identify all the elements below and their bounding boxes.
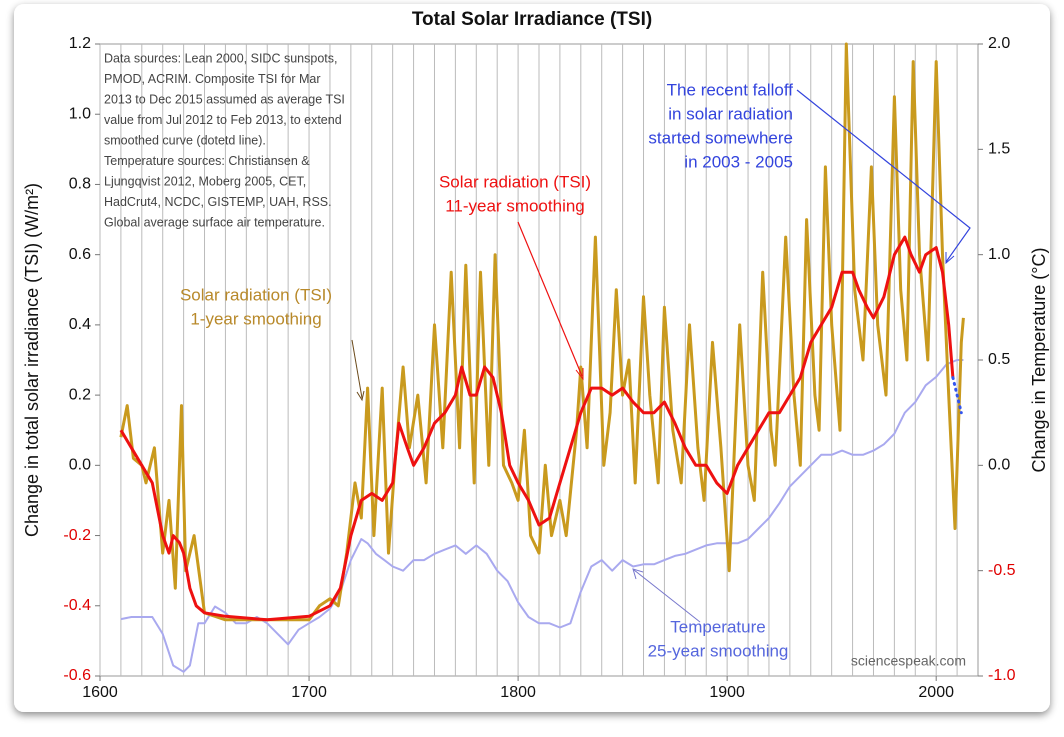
arrow	[517, 221, 583, 377]
watermark: sciencespeak.com	[851, 653, 966, 669]
y2-tick-label: -0.5	[988, 562, 1016, 579]
sources-note: Global average surface air temperature.	[104, 215, 325, 229]
x-tick-label: 1800	[500, 684, 536, 701]
y-tick-label: 0.4	[69, 316, 91, 333]
y2-tick-label: -1.0	[988, 667, 1016, 684]
sources-note: HadCrut4, NCDC, GISTEMP, UAH, RSS.	[104, 195, 332, 209]
y-tick-label: 0.0	[69, 457, 91, 474]
annotation: 25-year smoothing	[648, 641, 789, 660]
annotation: 1-year smoothing	[190, 309, 321, 328]
sources-note: Ljungqvist 2012, Moberg 2005, CET,	[104, 174, 306, 188]
annotation: The recent falloff	[667, 80, 794, 99]
sources-note: Temperature sources: Christiansen &	[104, 154, 310, 168]
annotation: started somewhere	[648, 128, 793, 147]
y-tick-label: 0.8	[69, 176, 91, 193]
annotation: 11-year smoothing	[445, 196, 585, 215]
y-tick-label: 1.2	[69, 35, 91, 52]
x-tick-label: 2000	[918, 684, 954, 701]
y-tick-label: -0.2	[63, 527, 91, 544]
y2-axis-title: Change in Temperature (°C)	[1029, 248, 1049, 473]
y-tick-label: 0.2	[69, 386, 91, 403]
series-line	[951, 376, 963, 415]
series-line	[119, 235, 955, 622]
y2-tick-label: 0.0	[988, 457, 1010, 474]
chart-title: Total Solar Irradiance (TSI)	[412, 9, 652, 30]
arrow-head	[945, 252, 955, 265]
y-tick-label: 1.0	[69, 105, 91, 122]
y2-tick-label: 0.5	[988, 351, 1010, 368]
y2-tick-label: 1.5	[988, 141, 1010, 158]
arrow-head	[575, 368, 584, 381]
annotation: Temperature	[670, 617, 765, 636]
x-tick-label: 1700	[291, 684, 327, 701]
x-tick-label: 1900	[709, 684, 745, 701]
y-tick-label: -0.4	[63, 597, 91, 614]
annotation: Solar radiation (TSI)	[180, 285, 332, 304]
sources-note: 2013 to Dec 2015 assumed as average TSI	[104, 92, 345, 106]
arrow-head	[356, 390, 365, 402]
y-tick-label: 0.6	[69, 246, 91, 263]
arrow-head	[632, 568, 644, 580]
y-axis-title: Change in total solar irradiance (TSI) (…	[22, 183, 42, 537]
y-tick-label: -0.6	[63, 667, 91, 684]
sources-note: Data sources: Lean 2000, SIDC sunspots,	[104, 51, 337, 65]
annotation: Solar radiation (TSI)	[439, 172, 591, 191]
grid: 1600 1700 1800 1900 2000 -0.6 -0.4 -0.2 0.0 0.2 0.…	[63, 35, 1015, 701]
y2-tick-label: 2.0	[988, 35, 1010, 52]
annotation: in solar radiation	[668, 104, 793, 123]
arrow	[351, 339, 363, 399]
annotation: in 2003 - 2005	[684, 152, 793, 171]
y2-tick-label: 1.0	[988, 246, 1010, 263]
x-tick-label: 1600	[82, 684, 118, 701]
sources-note: PMOD, ACRIM. Composite TSI for Mar	[104, 72, 320, 86]
arrow	[796, 89, 971, 263]
lines	[119, 42, 965, 673]
annotations: Data sources: Lean 2000, SIDC sunspots, P…	[104, 51, 971, 669]
sources-note: smoothed curve (dotetd line).	[104, 133, 266, 147]
arrow	[633, 569, 701, 623]
sources-note: value from Jul 2012 to Feb 2013, to exte…	[104, 113, 342, 127]
